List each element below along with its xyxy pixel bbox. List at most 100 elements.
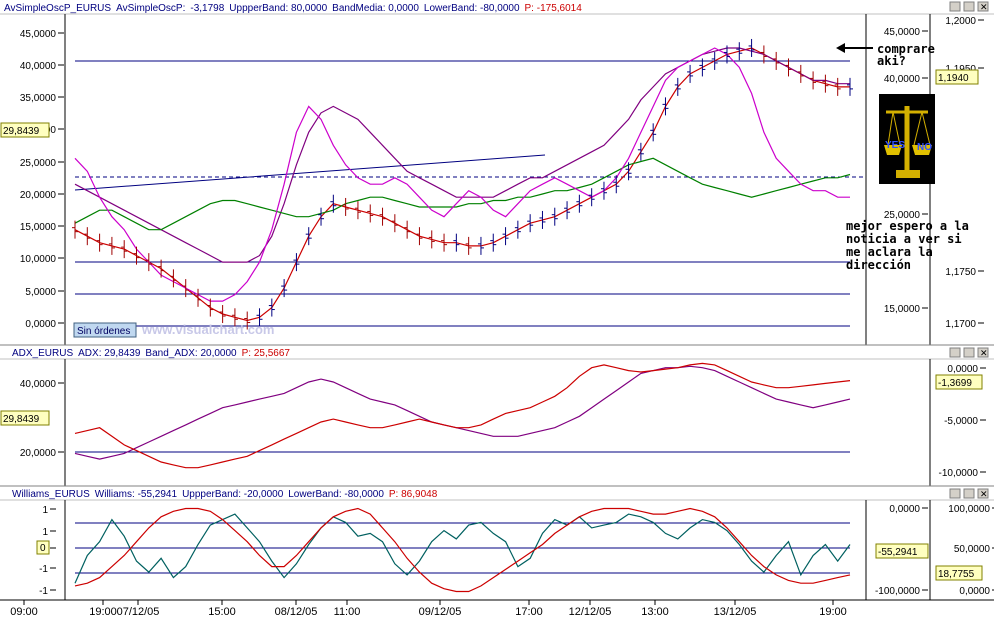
minimize-icon[interactable] (949, 488, 961, 499)
left-tick-label: 25,0000 (20, 158, 57, 169)
header-part: Williams: -55,2941 (95, 489, 178, 500)
adx-right-marker: -1,3699 (935, 374, 983, 390)
x-tick-label: 07/12/05 (117, 606, 160, 618)
williams-right-marker-b: 18,7755 (935, 565, 983, 581)
annotation-comprare: comprare aki? (877, 42, 935, 68)
x-tick-label: 11:00 (334, 606, 361, 618)
right-tick-label: 0,0000 (947, 364, 978, 375)
right-tick-label: 1,1700 (945, 319, 976, 330)
main-left-marker: 29,8439 (0, 122, 50, 138)
left-tick-label: 1 (42, 505, 48, 516)
annotation-line: mejor espero a la (846, 219, 969, 233)
header-part: P: -175,6014 (525, 3, 583, 14)
minimize-icon[interactable] (949, 347, 961, 358)
header-part: AvSimpleOscP: (116, 3, 185, 14)
header-part: ADX: 29,8439 (78, 348, 141, 359)
right-inner-tick-label: 40,0000 (884, 74, 921, 85)
svg-text:1,1940: 1,1940 (938, 73, 969, 84)
williams-panel[interactable]: Williams_EURUS Williams: -55,2941 UppperBa… (0, 488, 994, 600)
main-panel-header: AvSimpleOscP_EURUS AvSimpleOscP: -3,1798 Up… (4, 3, 582, 14)
svg-text:✕: ✕ (980, 348, 988, 358)
header-part: Williams_EURUS (12, 489, 90, 500)
x-tick-label: 09/12/05 (419, 606, 462, 618)
close-icon[interactable] (977, 488, 989, 499)
adx-panel-window-controls[interactable]: ✕ (949, 347, 989, 358)
adx-panel-header: ADX_EURUS ADX: 29,8439 Band_ADX: 20,0000 P:… (12, 348, 290, 359)
close-icon[interactable] (977, 1, 989, 12)
right-tick-label: 0,0000 (889, 504, 920, 515)
svg-text:NO: NO (917, 142, 932, 153)
right-tick-label: 100,0000 (948, 504, 990, 515)
annotation-mejor-espero: mejor espero a la noticia a ver si me acla… (846, 219, 969, 272)
right-tick-label: -10,0000 (939, 468, 979, 479)
annotation-line: me aclara la (846, 245, 933, 259)
x-tick-label: 13:00 (641, 606, 669, 618)
scale-icon: YES NO (879, 94, 935, 184)
left-tick-label: 40,0000 (20, 61, 57, 72)
right-tick-label: 1,1750 (945, 267, 976, 278)
series-band (74, 507, 851, 593)
trend-line (74, 154, 546, 191)
svg-text:0: 0 (40, 543, 46, 554)
right-tick-label: -5,0000 (944, 416, 978, 427)
x-tick-label: 19:00 (819, 606, 847, 618)
left-tick-label: 45,0000 (20, 29, 57, 40)
x-tick-label: 09:00 (10, 606, 38, 618)
right-inner-tick-label: 15,0000 (884, 304, 921, 315)
annotation-line: noticia a ver si (846, 232, 962, 246)
svg-text:✕: ✕ (980, 489, 988, 499)
annotation-line: comprare (877, 42, 935, 56)
svg-text:-55,2941: -55,2941 (878, 547, 918, 558)
header-part: P: 86,9048 (389, 489, 438, 500)
williams-panel-window-controls[interactable]: ✕ (949, 488, 989, 499)
header-part: LowerBand: -80,0000 (288, 489, 384, 500)
header-part: P: 25,5667 (242, 348, 291, 359)
annotation-line: aki? (877, 54, 906, 68)
maximize-icon[interactable] (963, 347, 975, 358)
main-panel-window-controls[interactable]: ✕ (949, 1, 989, 12)
svg-text:29,8439: 29,8439 (3, 414, 40, 425)
svg-text:YES: YES (885, 140, 905, 151)
right-tick-label: 50,0000 (954, 544, 991, 555)
svg-text:Sin órdenes: Sin órdenes (77, 326, 130, 337)
left-tick-label: 35,0000 (20, 93, 57, 104)
adx-left-axis: 40,0000 20,0000 (20, 379, 64, 459)
right-inner-tick-label: 45,0000 (884, 27, 921, 38)
header-part: AvSimpleOscP_EURUS (4, 3, 111, 14)
main-panel[interactable]: AvSimpleOscP_EURUS AvSimpleOscP: -3,1798 Up… (0, 0, 994, 346)
header-part: ADX_EURUS (12, 348, 73, 359)
right-tick-label: 1,2000 (945, 16, 976, 27)
x-tick-label: 08/12/05 (275, 606, 318, 618)
header-part: -3,1798 (190, 3, 224, 14)
series-eurus (74, 47, 850, 322)
header-part: UppperBand: 80,0000 (229, 3, 327, 14)
left-tick-label: 15,0000 (20, 222, 57, 233)
sin-ordenes-button[interactable]: Sin órdenes (73, 322, 137, 338)
left-tick-label: 0,0000 (25, 319, 56, 330)
maximize-icon[interactable] (963, 488, 975, 499)
adx-panel[interactable]: ADX_EURUS ADX: 29,8439 Band_ADX: 20,0000 P:… (0, 347, 994, 487)
williams-right-marker-a: -55,2941 (875, 543, 929, 559)
williams-left-marker: 0 (36, 540, 50, 555)
series-osc (74, 157, 851, 231)
main-right-marker: 1,1940 (935, 69, 979, 85)
left-tick-label: 5,0000 (25, 287, 56, 298)
left-tick-label: 10,0000 (20, 254, 57, 265)
header-part: BandMedia: 0,0000 (332, 3, 419, 14)
minimize-icon[interactable] (949, 1, 961, 12)
right-inner-tick-label: 25,0000 (884, 210, 921, 221)
maximize-icon[interactable] (963, 1, 975, 12)
svg-text:✕: ✕ (980, 2, 988, 12)
series-pink (74, 47, 850, 302)
williams-panel-header: Williams_EURUS Williams: -55,2941 UppperBa… (12, 489, 438, 500)
left-tick-label: 20,0000 (20, 190, 57, 201)
right-tick-label: -100,0000 (875, 586, 920, 597)
close-icon[interactable] (977, 347, 989, 358)
left-tick-label: -1 (39, 564, 48, 575)
adx-left-marker: 29,8439 (0, 410, 50, 426)
left-tick-label: 20,0000 (20, 448, 57, 459)
svg-text:29,8439: 29,8439 (3, 126, 40, 137)
adx-right-axis: 0,0000 -5,0000 -10,0000 (939, 364, 986, 479)
